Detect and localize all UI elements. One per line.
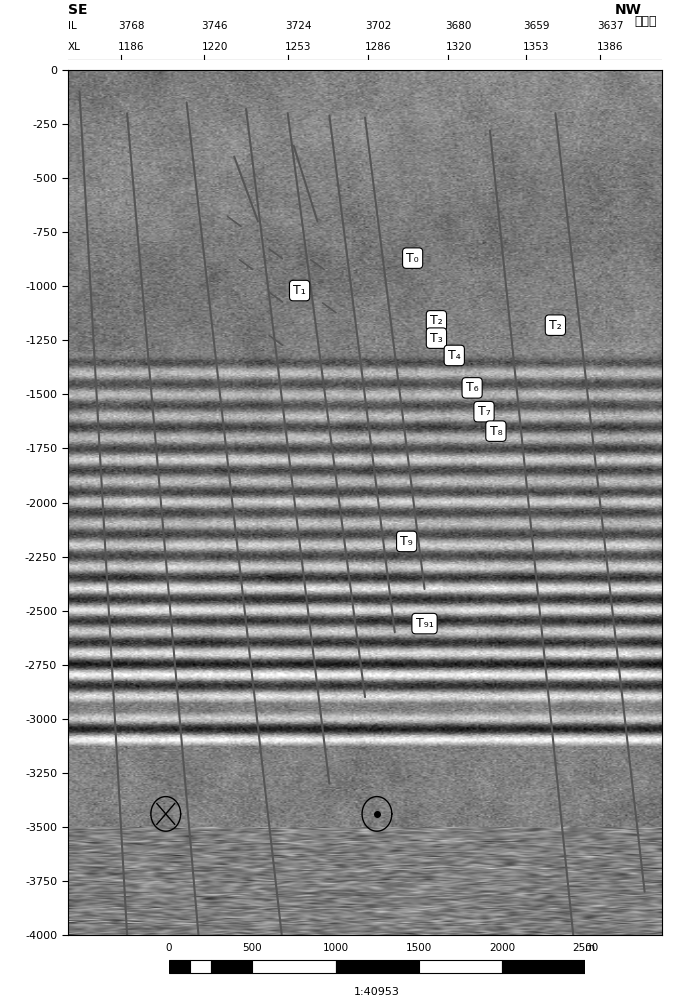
Bar <box>252 960 335 973</box>
Text: SE: SE <box>68 3 87 17</box>
Text: T₂: T₂ <box>430 314 443 327</box>
Bar <box>211 960 252 973</box>
Text: T₉₁: T₉₁ <box>416 617 433 630</box>
Text: 1353: 1353 <box>523 42 549 52</box>
Text: 3768: 3768 <box>118 21 145 31</box>
Text: IL: IL <box>68 21 76 31</box>
Text: 3659: 3659 <box>523 21 549 31</box>
Text: XL: XL <box>68 42 80 52</box>
Text: 1000: 1000 <box>322 943 349 953</box>
Text: 500: 500 <box>243 943 262 953</box>
Text: 3702: 3702 <box>365 21 391 31</box>
Text: T₁: T₁ <box>293 284 306 297</box>
Text: T₂: T₂ <box>549 319 562 332</box>
Bar <box>190 960 211 973</box>
Text: T₉: T₉ <box>400 535 413 548</box>
Text: T₈: T₈ <box>489 425 502 438</box>
Text: 1386: 1386 <box>597 42 623 52</box>
Text: 1320: 1320 <box>445 42 472 52</box>
Text: 1253: 1253 <box>285 42 311 52</box>
Text: 线道号: 线道号 <box>634 15 656 28</box>
Text: NW: NW <box>615 3 642 17</box>
Text: T₇: T₇ <box>478 405 490 418</box>
Text: m: m <box>585 943 596 953</box>
Text: 2500: 2500 <box>573 943 598 953</box>
Text: 3746: 3746 <box>201 21 228 31</box>
Text: 1500: 1500 <box>406 943 432 953</box>
Text: T₆: T₆ <box>466 381 479 394</box>
Bar <box>335 960 419 973</box>
Text: 3680: 3680 <box>445 21 472 31</box>
Bar <box>419 960 502 973</box>
Bar <box>169 960 190 973</box>
Text: T₀: T₀ <box>406 252 419 265</box>
Text: 1286: 1286 <box>365 42 391 52</box>
Text: 2000: 2000 <box>489 943 515 953</box>
Text: 1186: 1186 <box>118 42 145 52</box>
Text: 0: 0 <box>166 943 172 953</box>
Text: 3724: 3724 <box>285 21 311 31</box>
Bar <box>502 960 585 973</box>
Text: 1220: 1220 <box>201 42 228 52</box>
Text: 3637: 3637 <box>597 21 623 31</box>
Text: 1:40953: 1:40953 <box>354 987 400 997</box>
Text: T₃: T₃ <box>430 332 443 345</box>
Text: T₄: T₄ <box>448 349 460 362</box>
